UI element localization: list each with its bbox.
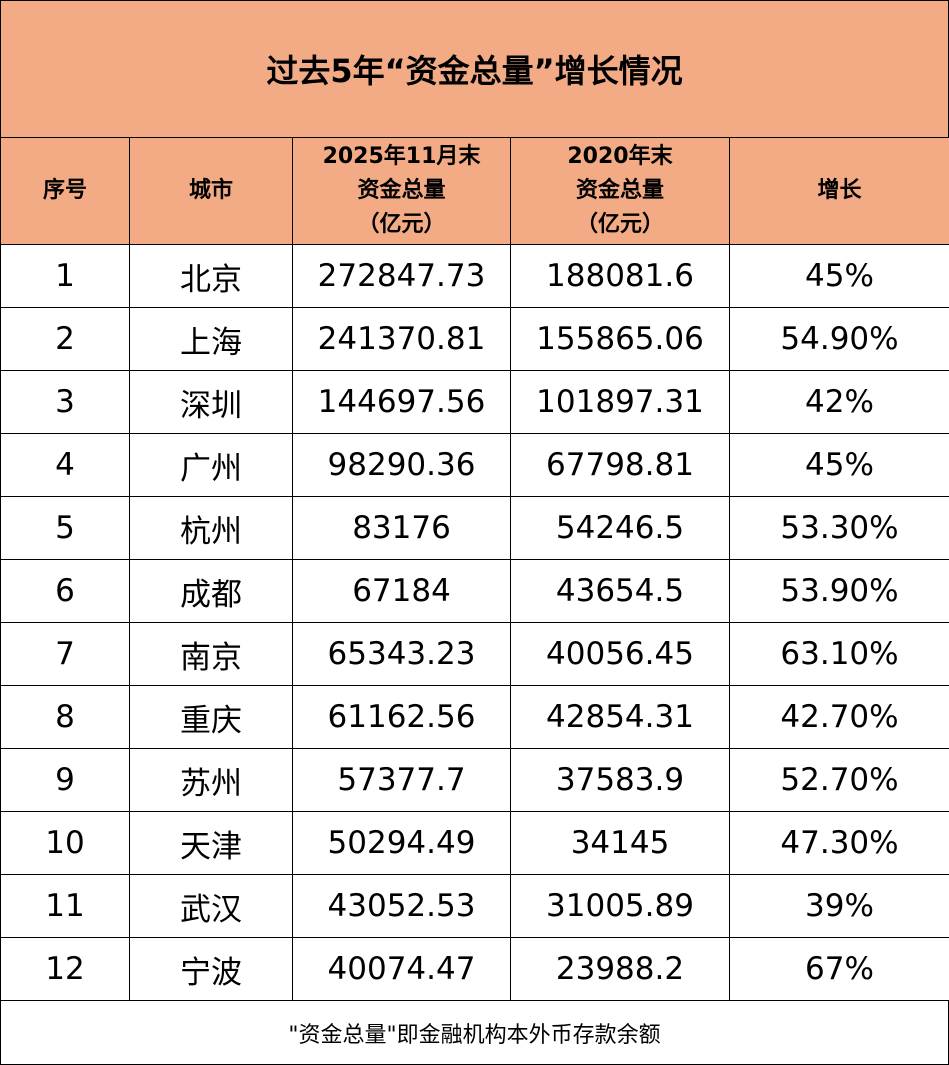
cell-city: 北京 bbox=[130, 245, 293, 308]
cell-growth: 45% bbox=[730, 245, 949, 308]
cell-total-2020: 101897.31 bbox=[511, 371, 730, 434]
header-total-2025-line-2: 资金总量 bbox=[293, 174, 510, 208]
cell-total-2025: 272847.73 bbox=[293, 245, 511, 308]
cell-city: 上海 bbox=[130, 308, 293, 371]
cell-total-2025: 83176 bbox=[293, 497, 511, 560]
cell-total-2025: 57377.7 bbox=[293, 749, 511, 812]
cell-index: 10 bbox=[1, 812, 130, 875]
cell-total-2025: 67184 bbox=[293, 560, 511, 623]
cell-growth: 52.70% bbox=[730, 749, 949, 812]
table-header: 序号 城市 2025年11月末 资金总量 （亿元） 2020年末 资金总量 （亿… bbox=[1, 138, 949, 245]
cell-city: 成都 bbox=[130, 560, 293, 623]
cell-city: 武汉 bbox=[130, 875, 293, 938]
footnote: "资金总量"即金融机构本外币存款余额 bbox=[0, 1001, 949, 1065]
cell-total-2020: 34145 bbox=[511, 812, 730, 875]
header-total-2025-line-1: 2025年11月末 bbox=[293, 140, 510, 174]
header-growth: 增长 bbox=[730, 138, 949, 245]
cell-index: 2 bbox=[1, 308, 130, 371]
cell-index: 12 bbox=[1, 938, 130, 1001]
cell-city: 重庆 bbox=[130, 686, 293, 749]
cell-city: 南京 bbox=[130, 623, 293, 686]
cell-index: 8 bbox=[1, 686, 130, 749]
cell-total-2025: 40074.47 bbox=[293, 938, 511, 1001]
cell-city: 宁波 bbox=[130, 938, 293, 1001]
cell-total-2020: 188081.6 bbox=[511, 245, 730, 308]
cell-total-2025: 61162.56 bbox=[293, 686, 511, 749]
cell-growth: 67% bbox=[730, 938, 949, 1001]
header-total-2020-line-3: （亿元） bbox=[511, 208, 729, 242]
cell-growth: 47.30% bbox=[730, 812, 949, 875]
cell-index: 4 bbox=[1, 434, 130, 497]
header-total-2020: 2020年末 资金总量 （亿元） bbox=[511, 138, 730, 245]
cell-growth: 53.90% bbox=[730, 560, 949, 623]
cell-growth: 42% bbox=[730, 371, 949, 434]
data-table: 序号 城市 2025年11月末 资金总量 （亿元） 2020年末 资金总量 （亿… bbox=[0, 137, 949, 1001]
cell-total-2020: 67798.81 bbox=[511, 434, 730, 497]
cell-growth: 42.70% bbox=[730, 686, 949, 749]
cell-total-2025: 50294.49 bbox=[293, 812, 511, 875]
header-row: 序号 城市 2025年11月末 资金总量 （亿元） 2020年末 资金总量 （亿… bbox=[1, 138, 949, 245]
cell-total-2025: 98290.36 bbox=[293, 434, 511, 497]
cell-total-2020: 43654.5 bbox=[511, 560, 730, 623]
cell-city: 深圳 bbox=[130, 371, 293, 434]
cell-total-2025: 241370.81 bbox=[293, 308, 511, 371]
cell-index: 1 bbox=[1, 245, 130, 308]
cell-city: 天津 bbox=[130, 812, 293, 875]
cell-total-2020: 40056.45 bbox=[511, 623, 730, 686]
cell-city: 杭州 bbox=[130, 497, 293, 560]
table-title: 过去5年“资金总量”增长情况 bbox=[0, 0, 949, 137]
cell-total-2020: 155865.06 bbox=[511, 308, 730, 371]
header-city: 城市 bbox=[130, 138, 293, 245]
cell-index: 5 bbox=[1, 497, 130, 560]
cell-city: 苏州 bbox=[130, 749, 293, 812]
cell-total-2020: 37583.9 bbox=[511, 749, 730, 812]
cell-total-2025: 144697.56 bbox=[293, 371, 511, 434]
cell-total-2020: 23988.2 bbox=[511, 938, 730, 1001]
header-total-2025-line-3: （亿元） bbox=[293, 208, 510, 242]
cell-total-2020: 31005.89 bbox=[511, 875, 730, 938]
cell-growth: 39% bbox=[730, 875, 949, 938]
cell-total-2025: 43052.53 bbox=[293, 875, 511, 938]
cell-total-2025: 65343.23 bbox=[293, 623, 511, 686]
cell-growth: 53.30% bbox=[730, 497, 949, 560]
cell-index: 6 bbox=[1, 560, 130, 623]
cell-city: 广州 bbox=[130, 434, 293, 497]
header-total-2020-line-2: 资金总量 bbox=[511, 174, 729, 208]
header-index: 序号 bbox=[1, 138, 130, 245]
header-total-2025: 2025年11月末 资金总量 （亿元） bbox=[293, 138, 511, 245]
cell-total-2020: 54246.5 bbox=[511, 497, 730, 560]
cell-growth: 63.10% bbox=[730, 623, 949, 686]
cell-growth: 45% bbox=[730, 434, 949, 497]
cell-growth: 54.90% bbox=[730, 308, 949, 371]
cell-total-2020: 42854.31 bbox=[511, 686, 730, 749]
cell-index: 11 bbox=[1, 875, 130, 938]
header-total-2020-line-1: 2020年末 bbox=[511, 140, 729, 174]
cell-index: 7 bbox=[1, 623, 130, 686]
cell-index: 9 bbox=[1, 749, 130, 812]
cell-index: 3 bbox=[1, 371, 130, 434]
